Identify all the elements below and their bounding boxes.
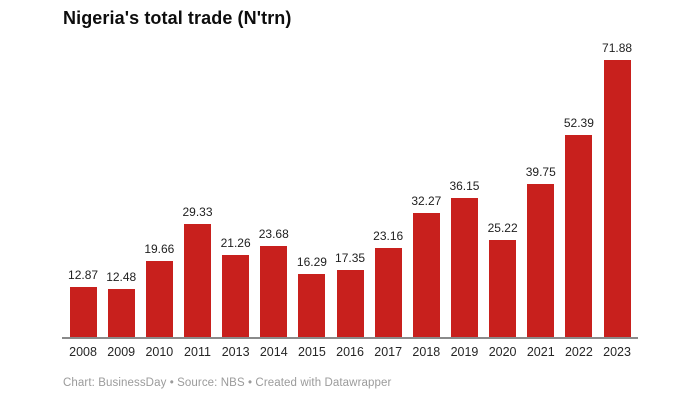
chart-footer-attribution: Chart: BusinessDay • Source: NBS • Creat… [63,377,392,389]
bar-group-2008: 12.87 [64,268,102,337]
x-tick-label: 2008 [69,345,97,359]
bar [450,197,478,337]
bar [565,135,593,337]
bar-group-2017: 23.16 [369,229,407,337]
bar-group-2022: 52.39 [560,116,598,337]
bar-group-2015: 16.29 [293,255,331,337]
bar [374,247,402,337]
bar-value-label: 23.16 [373,228,404,243]
x-tick-label: 2023 [603,345,631,359]
bar-group-2023: 71.88 [598,41,636,337]
bar [107,288,135,337]
bar-value-label: 39.75 [525,164,556,179]
plot-area: 12.87 12.48 19.66 29.33 21.26 23.68 16.29 17.35… [62,40,638,339]
bar-value-label: 17.35 [335,251,366,266]
x-tick-label: 2011 [184,345,211,359]
bars-row: 12.87 12.48 19.66 29.33 21.26 23.68 16.29 17.35… [64,40,636,337]
bar [183,224,211,337]
bar-group-2014: 23.68 [255,227,293,337]
bar-value-label: 36.15 [449,178,480,193]
x-tick-label: 2020 [488,345,517,359]
bar [603,60,631,337]
bar-group-2018: 32.27 [407,194,445,337]
x-tick-label: 2009 [107,345,136,359]
x-tick-label: 2015 [298,345,326,359]
bar-value-label: 12.48 [106,269,137,284]
bar-group-2020: 25.22 [484,221,522,337]
x-tick-label: 2018 [412,345,441,359]
x-tick-label: 2010 [145,345,174,359]
bar-group-2021: 39.75 [522,165,560,337]
bar-group-2009: 12.48 [102,270,140,337]
x-tick-label: 2014 [259,345,288,359]
bar [336,270,364,337]
bar-value-label: 23.68 [258,226,289,241]
bar-value-label: 25.22 [487,220,518,235]
chart-title: Nigeria's total trade (N'trn) [63,8,292,28]
bar-group-2013: 21.26 [217,236,255,337]
x-tick-label: 2021 [526,345,555,359]
bar-group-2010: 19.66 [140,242,178,337]
x-tick-label: 2019 [450,345,479,359]
bar-value-label: 71.88 [602,41,633,55]
x-axis-tick-labels: 2008 2009 2010 2011 2013 2014 2015 2016 2017 2018… [64,345,636,359]
bar-group-2016: 17.35 [331,251,369,337]
bar-value-label: 21.26 [220,236,251,251]
bar-group-2019: 36.15 [445,179,483,337]
bar [222,255,250,337]
x-tick-label: 2013 [221,345,250,359]
bar [527,183,555,337]
bar [298,274,326,337]
x-tick-label: 2016 [336,345,364,359]
bar-value-label: 32.27 [411,193,442,208]
x-tick-label: 2022 [564,345,593,359]
bar [412,212,440,337]
bar-value-label: 52.39 [563,116,594,131]
bar [145,261,173,337]
bar [260,245,288,337]
bar-value-label: 29.33 [182,205,213,219]
bar [69,287,97,337]
bar-value-label: 16.29 [296,255,327,270]
x-tick-label: 2017 [374,345,403,359]
bar-group-2011: 29.33 [178,205,216,337]
x-axis-line [62,337,638,339]
bar-value-label: 19.66 [144,242,175,257]
bar [489,239,517,337]
bar-value-label: 12.87 [68,268,99,283]
